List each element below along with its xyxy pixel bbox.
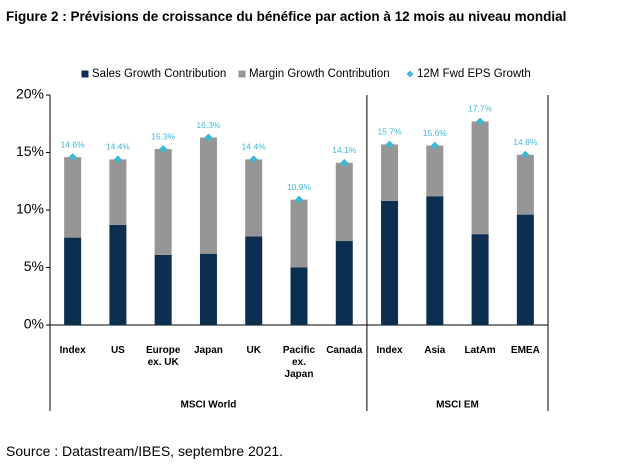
bar-segment <box>381 200 399 325</box>
y-tick-label: 5% <box>24 258 44 274</box>
data-label: 10.9% <box>287 182 312 192</box>
y-tick-label: 20% <box>16 86 44 102</box>
bar-segment <box>154 149 172 255</box>
bar-segment <box>109 224 127 325</box>
group-label: MSCI EM <box>436 400 479 411</box>
legend-marker <box>406 70 414 78</box>
x-tick-label: US <box>110 345 125 356</box>
bar-segment <box>64 157 82 238</box>
bar-segment <box>426 145 444 197</box>
x-tick-label: Europe ex. UK <box>145 345 181 368</box>
x-tick-label: EMEA <box>510 345 540 356</box>
data-label: 14.1% <box>332 145 357 155</box>
x-tick-label: Japan <box>194 345 223 356</box>
marker <box>159 145 168 154</box>
bar-segment <box>290 199 308 268</box>
bar-segment <box>335 162 353 242</box>
chart: 0% 5% 10% 15% 20% MSCI World MSCI EM 14.6% 14.4%… <box>16 68 549 411</box>
chart-title: Figure 2 : Prévisions de croissance du b… <box>6 9 567 24</box>
legend-swatch <box>238 70 246 78</box>
x-tick-label: LatAm <box>464 345 496 356</box>
x-tick-label: Pacific ex. Japan <box>282 345 316 380</box>
marker <box>385 140 394 149</box>
marker <box>430 141 439 150</box>
marker <box>204 133 213 142</box>
bar-segment <box>290 267 308 325</box>
data-label: 16.3% <box>196 120 221 130</box>
data-label: 14.8% <box>513 137 538 147</box>
marker <box>476 117 485 126</box>
data-label: 15.3% <box>151 131 176 141</box>
marker <box>521 150 530 159</box>
legend-swatch <box>81 70 89 78</box>
marker <box>249 155 258 164</box>
data-label: 14.6% <box>61 139 86 149</box>
data-label: 17.7% <box>468 104 493 114</box>
group-label: MSCI World <box>180 400 236 411</box>
data-label: 14.4% <box>106 142 131 152</box>
x-tick-label: Asia <box>424 345 446 356</box>
marker <box>113 155 122 164</box>
bar-segment <box>109 159 127 225</box>
marker <box>295 195 303 204</box>
bar-segment <box>426 196 444 325</box>
y-tick-label: 15% <box>16 143 44 159</box>
y-tick-label: 10% <box>16 201 44 217</box>
data-label: 15.7% <box>377 127 402 137</box>
legend-label: 12M Fwd EPS Growth <box>417 68 531 80</box>
bar-segment <box>199 253 217 325</box>
bar-segment <box>335 241 353 325</box>
source-note: Source : Datastream/IBES, septembre 2021… <box>6 443 284 459</box>
bar-segment <box>516 214 534 325</box>
bar-segment <box>154 254 172 325</box>
y-tick-label: 0% <box>24 316 44 332</box>
bar-segment <box>64 237 82 325</box>
bar-segment <box>471 121 489 235</box>
marker <box>340 158 349 167</box>
bar-segment <box>516 154 534 215</box>
bar-segment <box>199 137 217 254</box>
x-tick-label: Canada <box>326 345 363 356</box>
bar-segment <box>381 144 399 201</box>
x-tick-label: Index <box>59 345 86 356</box>
data-label: 15.6% <box>423 128 448 138</box>
data-label: 14.4% <box>242 142 267 152</box>
bar-segment <box>245 159 263 237</box>
x-tick-label: Index <box>376 345 403 356</box>
marker <box>68 153 77 162</box>
bar-segment <box>471 234 489 325</box>
bar-segment <box>245 236 263 325</box>
legend-label: Margin Growth Contribution <box>249 68 390 80</box>
x-tick-label: UK <box>246 345 261 356</box>
legend-label: Sales Growth Contribution <box>92 68 226 80</box>
